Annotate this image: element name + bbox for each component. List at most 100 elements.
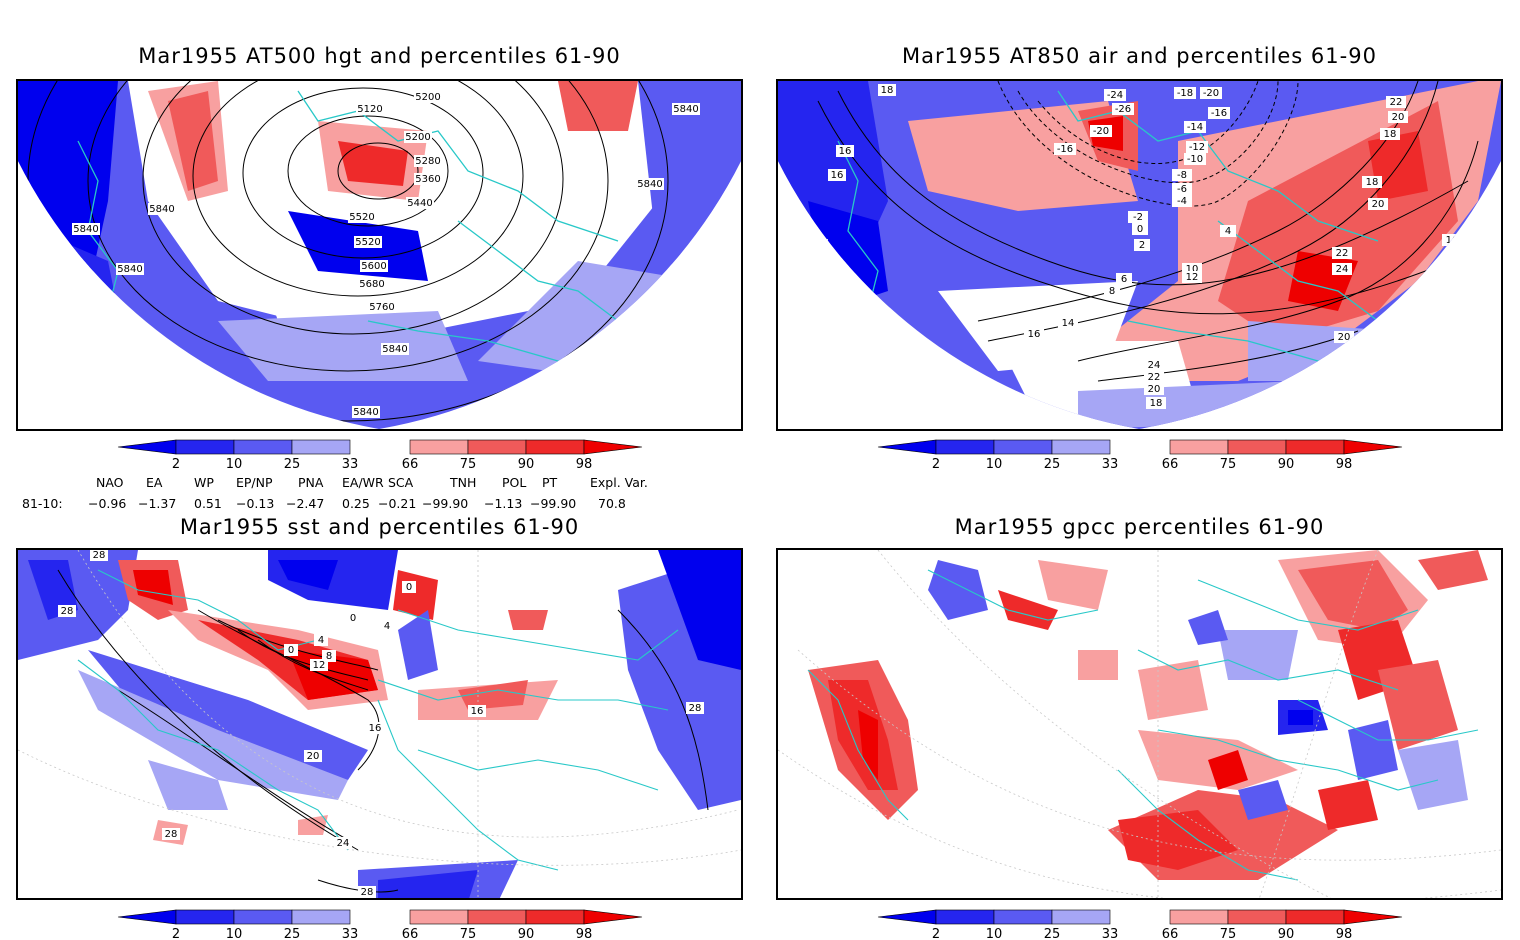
contour-label: -2 [1133, 212, 1143, 223]
contour-label: 12 [313, 660, 326, 671]
map-sst: 28 28 0 0 0 4 4 8 12 16 16 20 24 28 28 2… [16, 548, 743, 900]
contour-label: 22 [1336, 248, 1349, 259]
index-row-label: 81-10: [22, 496, 63, 511]
contour-label: 24 [1336, 264, 1349, 275]
contour-label: 4 [1225, 226, 1231, 237]
colorbar-label: 10 [986, 457, 1003, 472]
contour-label: 28 [361, 887, 374, 898]
index-value: −99.90 [422, 496, 469, 511]
contour-label: 5840 [117, 264, 142, 275]
index-value: −2.47 [286, 496, 325, 511]
contour-label: 4 [318, 635, 324, 646]
contour-label: 5680 [359, 279, 384, 290]
contour-label: 20 [1372, 199, 1385, 210]
colorbar-label: 10 [226, 927, 243, 940]
contour-label: 5200 [415, 92, 440, 103]
colorbar-label: 25 [1044, 927, 1061, 940]
colorbar-label: 90 [518, 457, 535, 472]
contour-label: 18 [1366, 177, 1379, 188]
index-header: WP [194, 475, 214, 490]
contour-label: 4 [384, 621, 390, 632]
contour-label: 5120 [357, 104, 382, 115]
index-header: TNH [450, 475, 477, 490]
contour-label: 28 [93, 550, 106, 561]
index-header: SCA [388, 475, 414, 490]
index-header: EA [146, 475, 163, 490]
colorbar-label: 75 [1220, 457, 1237, 472]
contour-label: -26 [1115, 104, 1131, 115]
colorbar-label: 98 [576, 927, 593, 940]
contour-label: 10 [1186, 264, 1199, 275]
contour-label: 24 [337, 838, 350, 849]
colorbar-air850: 2 10 25 33 66 75 90 98 [877, 439, 1408, 472]
colorbar-label: 33 [1102, 457, 1119, 472]
contour-label: 5520 [355, 237, 380, 248]
colorbar-label: 66 [402, 457, 419, 472]
colorbar-label: 25 [284, 457, 301, 472]
contour-label: 24 [1148, 360, 1161, 371]
colorbar-label: 10 [986, 927, 1003, 940]
panel-title-hgt500: Mar1955 AT500 hgt and percentiles 61-90 [138, 44, 621, 68]
contour-label: 5440 [407, 198, 432, 209]
colorbar-label: 33 [1102, 927, 1119, 940]
contour-label: 0 [406, 582, 412, 593]
contour-label: 0 [350, 613, 356, 624]
contour-label: 20 [1148, 384, 1161, 395]
contour-label: 28 [165, 829, 178, 840]
contour-label: 5840 [382, 344, 407, 355]
contour-label: 20 [1338, 332, 1351, 343]
contour-label: 12 [1186, 272, 1199, 283]
contour-label: -10 [1187, 154, 1203, 165]
contour-label: 0 [288, 645, 294, 656]
contour-label: 16 [831, 170, 844, 181]
colorbar-label: 75 [460, 927, 477, 940]
contour-label: 16 [813, 240, 826, 251]
index-header: EA/WR [342, 475, 384, 490]
index-header: EP/NP [236, 475, 273, 490]
panel-title-sst: Mar1955 sst and percentiles 61-90 [179, 515, 580, 539]
contour-label: 5840 [73, 224, 98, 235]
colorbar-label: 75 [460, 457, 477, 472]
colorbar-label: 2 [932, 457, 940, 472]
contour-label: -24 [1107, 90, 1123, 101]
index-value: 0.25 [342, 496, 370, 511]
contour-label: 22 [1390, 97, 1403, 108]
index-header: NAO [96, 475, 124, 490]
index-value: −1.13 [484, 496, 523, 511]
index-value: 0.51 [194, 496, 222, 511]
colorbar-label: 66 [402, 927, 419, 940]
colorbar-label: 33 [342, 457, 359, 472]
contour-label: 5360 [415, 174, 440, 185]
contour-label: -12 [1189, 142, 1205, 153]
contour-label: 6 [1121, 274, 1127, 285]
colorbar-label: 2 [172, 457, 180, 472]
contour-label: 0 [1137, 224, 1143, 235]
contour-label: 5280 [415, 156, 440, 167]
index-value: −99.90 [530, 496, 577, 511]
contour-label: 5840 [637, 179, 662, 190]
contour-label: 22 [1148, 372, 1161, 383]
contour-label: 16 [369, 723, 382, 734]
contour-label: -20 [1203, 88, 1219, 99]
contour-label: 14 [1062, 318, 1075, 329]
contour-label: 16 [471, 706, 484, 717]
colorbar-label: 98 [1336, 457, 1353, 472]
contour-label: 8 [326, 651, 332, 662]
panel-title-gpcc: Mar1955 gpcc percentiles 61-90 [954, 515, 1325, 539]
colorbar-label: 90 [1278, 457, 1295, 472]
colorbar-segment [117, 439, 177, 455]
contour-label: 5600 [361, 261, 386, 272]
index-value: −1.37 [138, 496, 177, 511]
contour-label: 5520 [349, 212, 374, 223]
colorbar-label: 90 [1278, 927, 1295, 940]
contour-label: 16 [839, 146, 852, 157]
contour-label: -18 [1177, 88, 1193, 99]
contour-label: 2 [1139, 240, 1145, 251]
colorbar-label: 25 [1044, 457, 1061, 472]
contour-label: -8 [1177, 170, 1187, 181]
contour-label: 5840 [149, 204, 174, 215]
map-hgt500: 5120 5200 5200 5280 5360 5440 5520 5520 … [16, 79, 743, 431]
panel-title-air850: Mar1955 AT850 air and percentiles 61-90 [902, 44, 1377, 68]
contour-label: 28 [61, 606, 74, 617]
contour-label: 18 [881, 85, 894, 96]
